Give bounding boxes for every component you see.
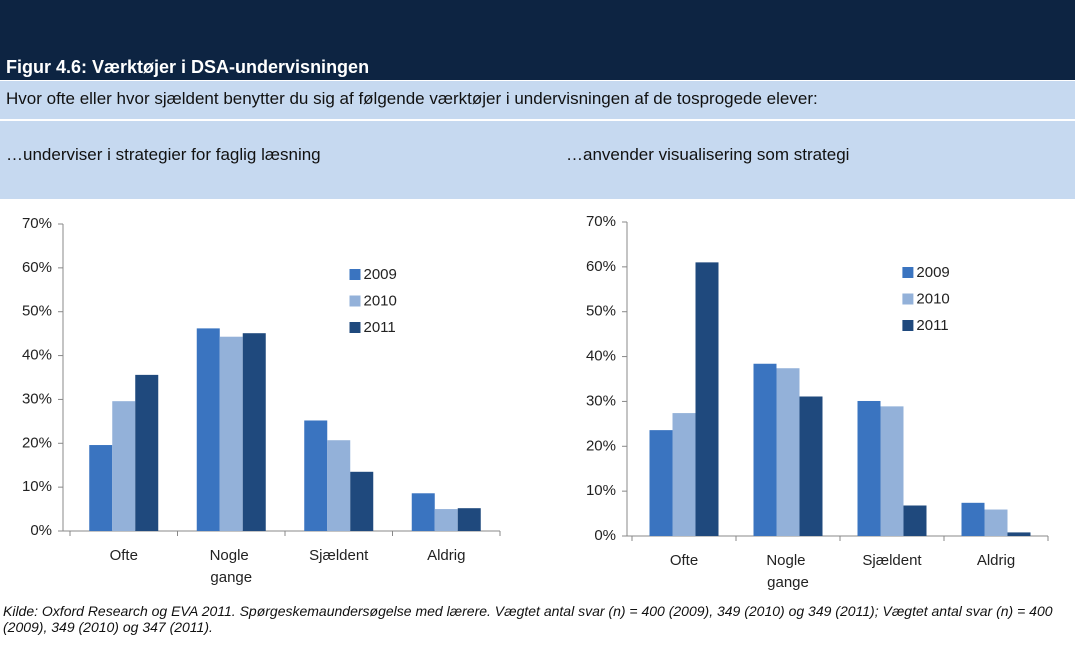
bar	[350, 471, 374, 531]
legend-swatch	[902, 293, 914, 305]
bar	[327, 440, 351, 531]
y-tick-label: 0%	[30, 522, 52, 539]
y-tick-label: 10%	[22, 478, 52, 495]
bar	[799, 396, 823, 536]
legend-label: 2011	[364, 319, 396, 336]
bar	[89, 445, 113, 531]
y-tick-label: 0%	[594, 527, 616, 544]
legend-label: 2010	[364, 292, 397, 309]
header: Figur 4.6: Værktøjer i DSA-undervisninge…	[0, 0, 1075, 80]
bar	[984, 509, 1008, 536]
y-tick-label: 70%	[586, 213, 616, 230]
legend-label: 2011	[916, 317, 948, 334]
x-tick-label: Ofte	[110, 547, 138, 564]
y-tick-label: 50%	[586, 303, 616, 320]
x-tick-label: Sjældent	[862, 552, 922, 569]
x-tick-label: Sjældent	[309, 547, 369, 564]
bar	[961, 502, 985, 536]
x-tick-label: Aldrig	[427, 547, 465, 564]
bar	[434, 509, 458, 531]
question-row: Hvor ofte eller hvor sjældent benytter d…	[0, 81, 1075, 119]
y-tick-label: 30%	[22, 390, 52, 407]
y-tick-label: 70%	[22, 215, 52, 232]
y-tick-label: 60%	[586, 258, 616, 275]
legend-swatch	[902, 320, 914, 331]
y-tick-label: 60%	[22, 259, 52, 276]
bar	[135, 374, 159, 531]
bar	[695, 262, 719, 536]
bar	[880, 406, 904, 536]
y-tick-label: 20%	[586, 437, 616, 454]
legend-swatch	[349, 322, 361, 333]
x-tick-label: Nogle gange	[210, 547, 253, 586]
legend-swatch	[349, 295, 361, 307]
bar	[672, 413, 696, 536]
bar	[196, 328, 220, 531]
legend-label: 2009	[364, 266, 397, 283]
bar	[776, 368, 800, 536]
x-tick-label: Nogle gange	[766, 552, 809, 591]
bar	[112, 401, 136, 531]
y-tick-label: 10%	[586, 482, 616, 499]
y-tick-label: 40%	[22, 347, 52, 364]
bar	[242, 333, 266, 531]
bar	[219, 336, 243, 531]
y-tick-label: 20%	[22, 434, 52, 451]
legend-label: 2010	[916, 290, 949, 307]
figure-title: Figur 4.6: Værktøjer i DSA-undervisninge…	[6, 57, 370, 77]
source: Kilde: Oxford Research og EVA 2011. Spør…	[3, 603, 1053, 635]
y-tick-label: 40%	[586, 348, 616, 365]
y-tick-label: 30%	[586, 392, 616, 409]
legend-swatch	[902, 267, 914, 278]
bar	[649, 430, 673, 536]
chart-title: …anvender visualisering som strategi	[566, 145, 850, 164]
x-tick-label: Aldrig	[977, 552, 1015, 569]
y-tick-label: 50%	[22, 303, 52, 320]
bar	[753, 363, 777, 536]
legend-label: 2009	[916, 264, 949, 281]
subtitle-row: …underviser i strategier for faglig læsn…	[0, 121, 1075, 199]
x-tick-label: Ofte	[670, 552, 698, 569]
charts: 0% 10% 20% 30% 40% 50% 60% 70% Ofte Nogle gange Sj…	[22, 213, 1049, 591]
bar	[411, 493, 435, 531]
bar	[903, 505, 927, 536]
bar	[857, 400, 881, 536]
bar	[457, 508, 481, 531]
legend-swatch	[349, 269, 361, 280]
bar	[304, 420, 328, 531]
question: Hvor ofte eller hvor sjældent benytter d…	[6, 89, 818, 108]
chart-title: …underviser i strategier for faglig læsn…	[6, 145, 321, 164]
bar	[1007, 532, 1031, 536]
